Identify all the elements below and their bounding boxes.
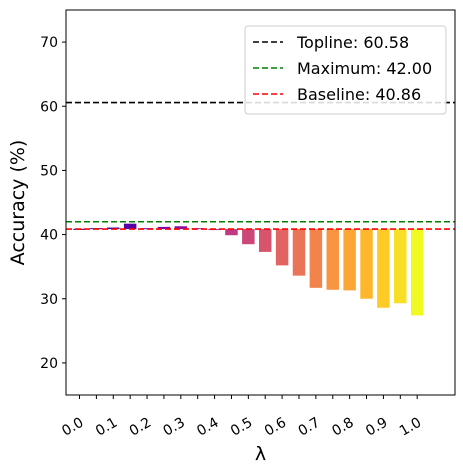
- bar: [394, 229, 407, 304]
- legend-label: Topline: 60.58: [296, 33, 409, 52]
- bar: [410, 229, 424, 316]
- x-axis-label: λ: [255, 443, 266, 465]
- legend: Topline: 60.58 Maximum: 42.00 Baseline: 40…: [244, 25, 447, 115]
- x-tick-label: 0.4: [194, 415, 221, 440]
- bar: [242, 229, 255, 245]
- x-tick-label: 0.0: [59, 415, 86, 440]
- x-tick-label: 0.6: [262, 415, 289, 440]
- bar: [275, 229, 289, 266]
- x-tick-label: 0.7: [296, 415, 323, 440]
- reference-lines-layer: [66, 101, 455, 230]
- y-tick-label: 40: [40, 228, 58, 244]
- y-tick-label: 30: [40, 292, 58, 308]
- bar: [174, 226, 188, 230]
- y-tick-label: 60: [40, 99, 58, 115]
- bar: [123, 223, 137, 230]
- bar: [157, 226, 171, 230]
- bar: [360, 229, 373, 299]
- y-axis-label: Accuracy (%): [7, 140, 29, 266]
- bar: [292, 229, 306, 276]
- x-tick-label: 0.3: [161, 415, 188, 440]
- legend-label: Maximum: 42.00: [297, 59, 432, 78]
- bar: [225, 229, 238, 236]
- y-axis-ticks: 20 30 40 50 60 70: [40, 35, 66, 372]
- y-tick-label: 50: [40, 163, 58, 179]
- y-tick-label: 70: [40, 35, 58, 51]
- bar: [309, 229, 323, 288]
- x-tick-label: 0.5: [228, 415, 255, 440]
- y-tick-label: 20: [40, 356, 58, 372]
- x-tick-label: 0.8: [329, 415, 356, 440]
- legend-frame: [244, 25, 447, 115]
- plot-frame: [65, 9, 456, 396]
- x-tick-label: 0.9: [363, 415, 390, 440]
- legend-label: Baseline: 40.86: [297, 85, 421, 104]
- bar: [258, 229, 272, 252]
- x-tick-label: 1.0: [397, 415, 424, 440]
- x-axis-ticks: 0.0 0.1 0.2 0.3 0.4 0.5 0.6 0.7 0.8 0.9 1.0: [59, 395, 424, 440]
- bar: [377, 229, 390, 308]
- bar: [326, 229, 340, 290]
- x-tick-label: 0.2: [127, 415, 154, 440]
- bar: [343, 229, 356, 291]
- bars-layer: [73, 223, 424, 316]
- x-tick-label: 0.1: [93, 415, 120, 440]
